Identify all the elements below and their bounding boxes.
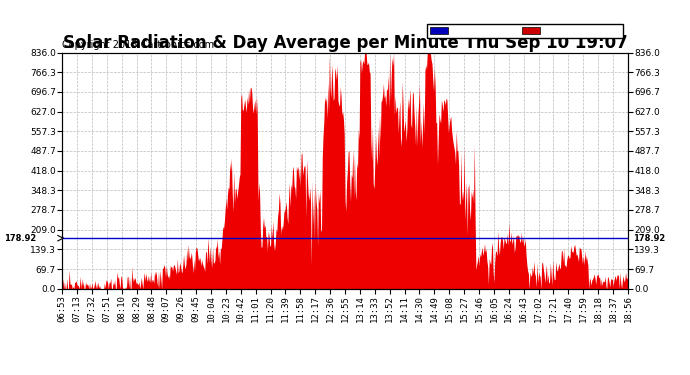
Title: Solar Radiation & Day Average per Minute Thu Sep 10 19:07: Solar Radiation & Day Average per Minute… xyxy=(63,34,627,53)
Text: 178.92: 178.92 xyxy=(3,234,36,243)
Text: Copyright 2015 Cartronics.com: Copyright 2015 Cartronics.com xyxy=(62,40,214,50)
Text: 178.92: 178.92 xyxy=(633,234,666,243)
Legend: Median (w/m2), Radiation (w/m2): Median (w/m2), Radiation (w/m2) xyxy=(427,24,623,38)
